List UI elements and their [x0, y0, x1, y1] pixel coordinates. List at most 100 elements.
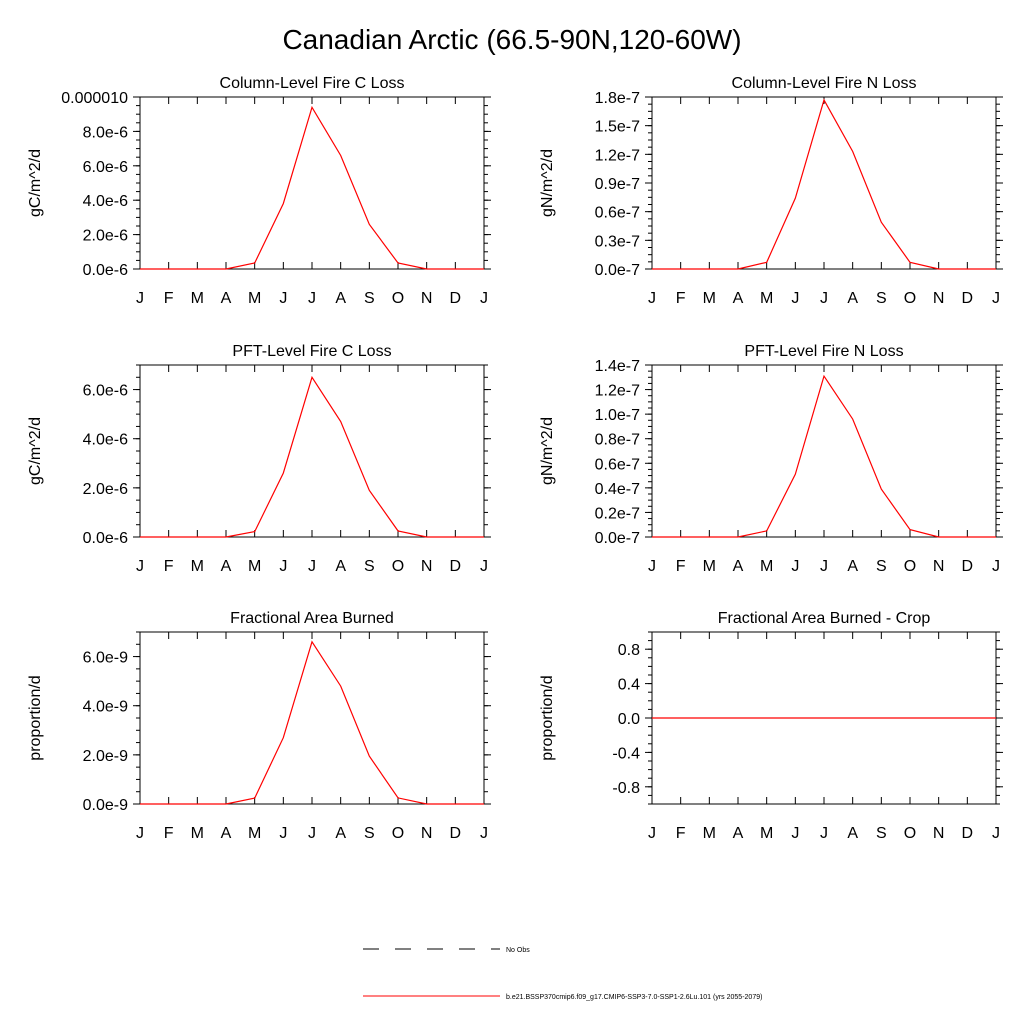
x-tick-label: S	[876, 825, 887, 842]
chart-title: Fractional Area Burned - Crop	[718, 610, 931, 627]
y-tick-label: 4.0e-6	[83, 432, 128, 449]
x-tick-label: N	[421, 290, 433, 307]
y-tick-label: 0.8e-7	[595, 432, 640, 449]
y-tick-label: 0.6e-7	[595, 205, 640, 222]
x-tick-label: J	[791, 825, 799, 842]
y-tick-label: 1.4e-7	[595, 358, 640, 375]
x-tick-label: A	[221, 290, 232, 307]
x-tick-label: M	[703, 290, 716, 307]
y-tick-label: 6.0e-9	[83, 650, 128, 667]
x-tick-label: J	[308, 290, 316, 307]
x-tick-label: N	[933, 290, 945, 307]
y-tick-label: 0.0	[618, 711, 640, 728]
x-tick-label: A	[335, 290, 346, 307]
x-tick-label: M	[760, 825, 773, 842]
x-tick-label: O	[392, 825, 404, 842]
x-tick-label: F	[676, 290, 686, 307]
y-tick-label: 1.0e-7	[595, 407, 640, 424]
y-axis-label: proportion/d	[27, 675, 44, 760]
y-tick-label: 0.6e-7	[595, 456, 640, 473]
x-tick-label: O	[392, 290, 404, 307]
x-tick-label: M	[703, 825, 716, 842]
x-tick-label: M	[248, 290, 261, 307]
x-tick-label: J	[308, 825, 316, 842]
x-tick-label: A	[733, 558, 744, 575]
x-tick-label: S	[364, 825, 375, 842]
legend: No Obs b.e21.BSSP370cmip6.f09_g17.CMIP6-S…	[363, 947, 762, 1001]
x-tick-label: J	[480, 825, 488, 842]
x-tick-label: O	[904, 558, 916, 575]
x-tick-label: M	[191, 558, 204, 575]
x-tick-label: S	[364, 290, 375, 307]
x-tick-label: J	[136, 290, 144, 307]
x-tick-label: A	[335, 825, 346, 842]
x-tick-label: J	[480, 290, 488, 307]
y-tick-label: 2.0e-6	[83, 481, 128, 498]
x-tick-label: J	[480, 558, 488, 575]
y-tick-label: 1.2e-7	[595, 383, 640, 400]
y-axis-label: gN/m^2/d	[539, 149, 556, 217]
x-tick-label: F	[164, 558, 174, 575]
x-tick-label: J	[791, 558, 799, 575]
x-tick-label: A	[847, 558, 858, 575]
y-tick-label: 6.0e-6	[83, 159, 128, 176]
x-tick-label: M	[191, 825, 204, 842]
y-tick-label: 0.0e-6	[83, 530, 128, 547]
y-axis-label: gC/m^2/d	[27, 149, 44, 217]
x-tick-label: N	[933, 825, 945, 842]
x-tick-label: J	[279, 825, 287, 842]
chart-title: Column-Level Fire N Loss	[732, 75, 917, 92]
chart-panel-6: Fractional Area Burned - Crop proportion/…	[539, 610, 1003, 842]
plot-frame	[139, 96, 485, 270]
x-tick-label: F	[676, 558, 686, 575]
x-tick-label: M	[191, 290, 204, 307]
x-tick-label: D	[962, 290, 974, 307]
y-tick-label: 0.0e-9	[83, 797, 128, 814]
y-tick-label: 4.0e-9	[83, 699, 128, 716]
x-tick-label: J	[992, 825, 1000, 842]
x-tick-label: A	[733, 290, 744, 307]
y-tick-label: 0.9e-7	[595, 176, 640, 193]
x-tick-label: D	[450, 290, 462, 307]
x-tick-label: J	[648, 825, 656, 842]
y-tick-label: -0.8	[612, 780, 640, 797]
x-tick-label: J	[791, 290, 799, 307]
x-tick-label: A	[335, 558, 346, 575]
series-line	[652, 374, 996, 538]
x-tick-label: J	[648, 290, 656, 307]
chart-title: PFT-Level Fire C Loss	[232, 343, 391, 360]
x-tick-label: O	[904, 290, 916, 307]
y-tick-label: 1.5e-7	[595, 119, 640, 136]
plot-frame	[139, 364, 485, 538]
series-line	[652, 98, 996, 270]
y-axis-label: proportion/d	[539, 675, 556, 760]
chart-title: Column-Level Fire C Loss	[220, 75, 405, 92]
y-tick-label: 0.2e-7	[595, 505, 640, 522]
chart-title: PFT-Level Fire N Loss	[744, 343, 903, 360]
x-tick-label: D	[962, 558, 974, 575]
y-axis-label: gC/m^2/d	[27, 417, 44, 485]
x-tick-label: A	[221, 558, 232, 575]
y-tick-label: 0.3e-7	[595, 233, 640, 250]
series-line	[140, 105, 484, 270]
x-tick-label: S	[364, 558, 375, 575]
x-tick-label: A	[847, 290, 858, 307]
x-tick-label: A	[847, 825, 858, 842]
x-tick-label: J	[136, 558, 144, 575]
series-line	[140, 375, 484, 538]
x-tick-label: N	[421, 558, 433, 575]
x-tick-label: J	[992, 290, 1000, 307]
x-tick-label: M	[248, 558, 261, 575]
y-tick-label: 1.2e-7	[595, 147, 640, 164]
x-tick-label: J	[308, 558, 316, 575]
y-tick-label: 0.0e-6	[83, 262, 128, 279]
y-tick-label: 0.8	[618, 642, 640, 659]
x-tick-label: M	[703, 558, 716, 575]
y-tick-label: 4.0e-6	[83, 193, 128, 210]
y-tick-label: -0.4	[612, 745, 640, 762]
x-tick-label: D	[450, 825, 462, 842]
